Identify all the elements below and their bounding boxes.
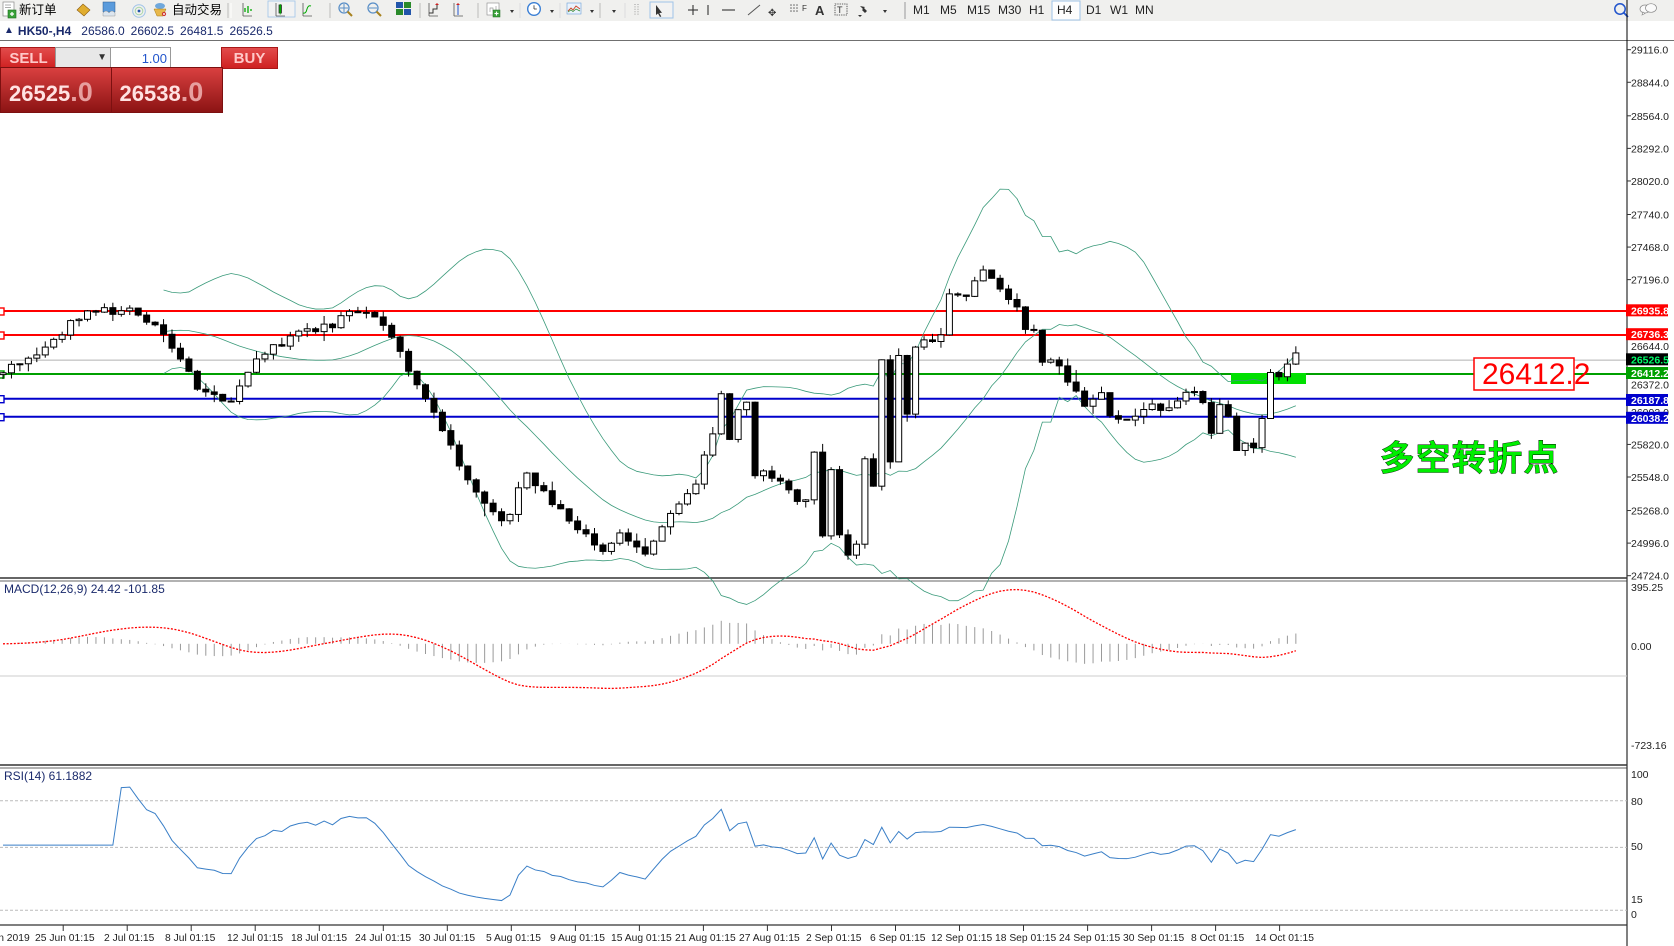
svg-text:-723.16: -723.16 — [1631, 740, 1667, 752]
svg-text:2 Jul 01:15: 2 Jul 01:15 — [104, 933, 155, 944]
svg-text:21 Aug 01:15: 21 Aug 01:15 — [675, 933, 736, 944]
svg-text:26412.2: 26412.2 — [1631, 368, 1669, 380]
svg-text:15: 15 — [1631, 894, 1643, 906]
svg-text:26526.5: 26526.5 — [1631, 354, 1669, 366]
svg-text:24 Sep 01:15: 24 Sep 01:15 — [1059, 933, 1121, 944]
svg-text:100: 100 — [1631, 769, 1649, 781]
svg-text:28844.0: 28844.0 — [1631, 77, 1669, 89]
svg-text:26038.2: 26038.2 — [1631, 413, 1669, 425]
svg-text:395.25: 395.25 — [1631, 582, 1663, 594]
svg-text:18 Jul 01:15: 18 Jul 01:15 — [291, 933, 347, 944]
svg-text:RSI(14) 61.1882: RSI(14) 61.1882 — [4, 769, 92, 783]
svg-text:25268.0: 25268.0 — [1631, 506, 1669, 518]
svg-text:MACD(12,26,9) 24.42 -101.85: MACD(12,26,9) 24.42 -101.85 — [4, 582, 165, 596]
svg-text:15 Aug 01:15: 15 Aug 01:15 — [611, 933, 672, 944]
svg-text:27 Aug 01:15: 27 Aug 01:15 — [739, 933, 800, 944]
svg-text:26412.2: 26412.2 — [1482, 358, 1590, 391]
svg-text:50: 50 — [1631, 841, 1643, 853]
svg-text:30 Sep 01:15: 30 Sep 01:15 — [1123, 933, 1185, 944]
svg-text:27196.0: 27196.0 — [1631, 275, 1669, 287]
svg-text:25548.0: 25548.0 — [1631, 472, 1669, 484]
svg-text:8 Jul 01:15: 8 Jul 01:15 — [165, 933, 216, 944]
svg-text:多空转折点: 多空转折点 — [1380, 440, 1560, 478]
svg-text:12 Jul 01:15: 12 Jul 01:15 — [227, 933, 283, 944]
svg-text:2 Sep 01:15: 2 Sep 01:15 — [806, 933, 862, 944]
svg-text:80: 80 — [1631, 796, 1643, 808]
svg-text:8 Oct 01:15: 8 Oct 01:15 — [1191, 933, 1245, 944]
svg-text:26935.8: 26935.8 — [1631, 305, 1669, 317]
svg-text:24 Jul 01:15: 24 Jul 01:15 — [355, 933, 411, 944]
svg-text:6 Sep 01:15: 6 Sep 01:15 — [870, 933, 926, 944]
svg-text:5 Aug 01:15: 5 Aug 01:15 — [486, 933, 541, 944]
svg-text:12 Sep 01:15: 12 Sep 01:15 — [931, 933, 993, 944]
svg-text:25820.0: 25820.0 — [1631, 439, 1669, 451]
svg-text:26187.8: 26187.8 — [1631, 395, 1669, 407]
svg-text:24996.0: 24996.0 — [1631, 538, 1669, 550]
svg-text:27468.0: 27468.0 — [1631, 242, 1669, 254]
svg-text:28292.0: 28292.0 — [1631, 143, 1669, 155]
svg-text:26644.0: 26644.0 — [1631, 341, 1669, 353]
svg-text:30 Jul 01:15: 30 Jul 01:15 — [419, 933, 475, 944]
svg-text:26372.0: 26372.0 — [1631, 379, 1669, 391]
svg-text:18 Sep 01:15: 18 Sep 01:15 — [995, 933, 1057, 944]
svg-text:27740.0: 27740.0 — [1631, 209, 1669, 221]
svg-text:0.00: 0.00 — [1631, 641, 1652, 653]
svg-text:24724.0: 24724.0 — [1631, 571, 1669, 583]
svg-text:29116.0: 29116.0 — [1631, 45, 1668, 57]
svg-text:9 Aug 01:15: 9 Aug 01:15 — [550, 933, 605, 944]
svg-text:25 Jun 01:15: 25 Jun 01:15 — [35, 933, 95, 944]
svg-text:26736.3: 26736.3 — [1631, 329, 1669, 341]
svg-text:0: 0 — [1631, 909, 1637, 921]
svg-text:28020.0: 28020.0 — [1631, 176, 1669, 188]
svg-text:19 Jun 2019: 19 Jun 2019 — [0, 933, 30, 944]
svg-text:28564.0: 28564.0 — [1631, 111, 1669, 123]
svg-text:14 Oct 01:15: 14 Oct 01:15 — [1255, 933, 1314, 944]
